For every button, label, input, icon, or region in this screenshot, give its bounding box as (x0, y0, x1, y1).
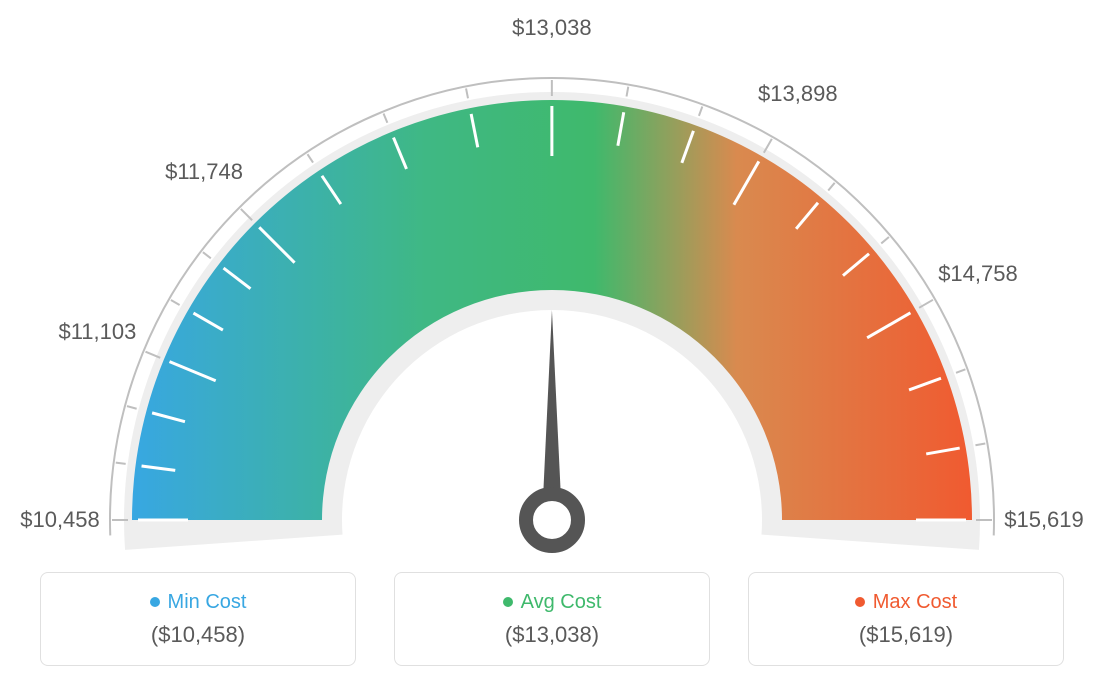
avg-label: Avg Cost (521, 591, 602, 614)
gauge-tick-label: $15,619 (1004, 507, 1084, 533)
max-cost-title: Max Cost (855, 591, 957, 614)
gauge-tick-label: $14,758 (938, 261, 1018, 287)
min-cost-title: Min Cost (150, 591, 247, 614)
max-label: Max Cost (873, 591, 957, 614)
min-label: Min Cost (168, 591, 247, 614)
gauge-tick-label: $13,038 (512, 15, 592, 41)
max-cost-card: Max Cost ($15,619) (748, 572, 1064, 666)
gauge-svg (22, 20, 1082, 560)
avg-value: ($13,038) (505, 622, 599, 648)
summary-row: Min Cost ($10,458) Avg Cost ($13,038) Ma… (40, 572, 1064, 666)
max-dot-icon (855, 597, 865, 607)
gauge-tick-label: $13,898 (758, 81, 838, 107)
avg-cost-title: Avg Cost (503, 591, 602, 614)
gauge-tick-label: $11,103 (58, 319, 136, 345)
gauge-chart: $10,458$11,103$11,748$13,038$13,898$14,7… (22, 20, 1082, 560)
min-cost-card: Min Cost ($10,458) (40, 572, 356, 666)
gauge-tick-label: $10,458 (20, 507, 100, 533)
avg-cost-card: Avg Cost ($13,038) (394, 572, 710, 666)
min-dot-icon (150, 597, 160, 607)
avg-dot-icon (503, 597, 513, 607)
gauge-tick-label: $11,748 (165, 159, 243, 185)
max-value: ($15,619) (859, 622, 953, 648)
min-value: ($10,458) (151, 622, 245, 648)
